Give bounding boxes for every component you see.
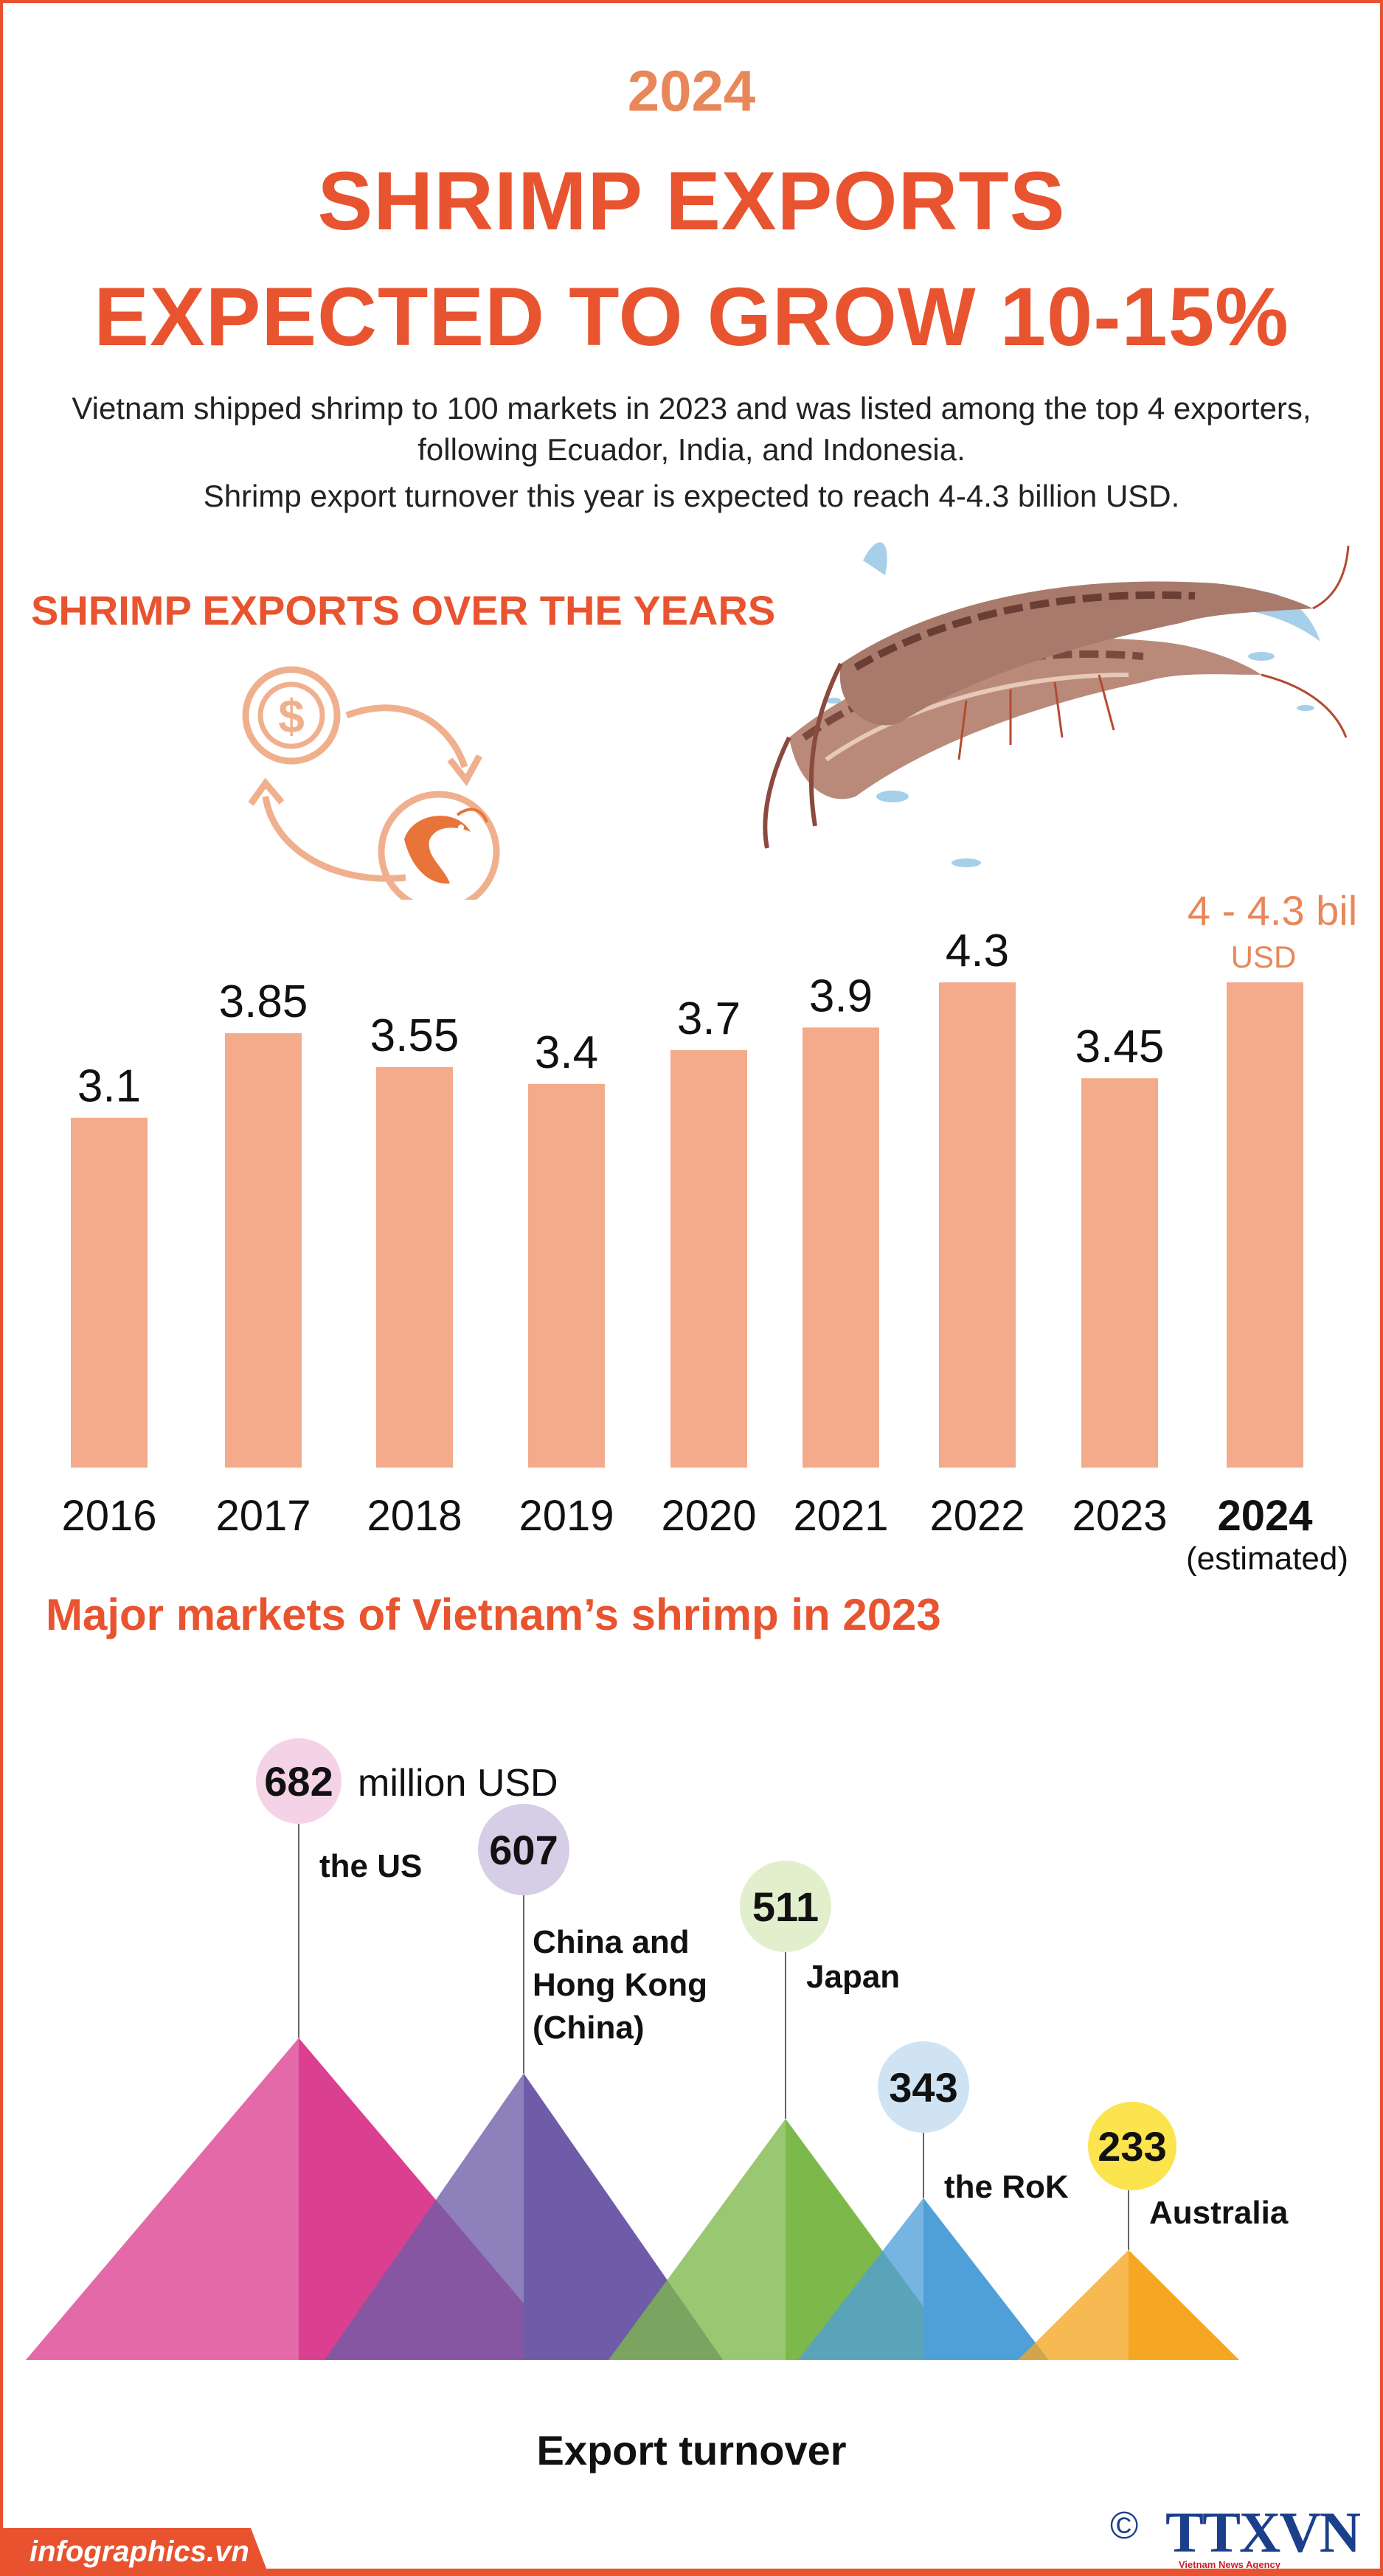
shrimp-icon: [378, 791, 500, 900]
intro-line2: following Ecuador, India, and Indonesia.: [417, 432, 966, 467]
value-circle-0: [256, 1738, 342, 1824]
tick-label-2018: 2018: [367, 1492, 462, 1540]
page-title-line2: EXPECTED TO GROW 10-15%: [94, 271, 1289, 363]
tick-label-2021: 2021: [793, 1492, 888, 1540]
tick-label-2020: 2020: [661, 1492, 756, 1540]
svg-text:$: $: [278, 690, 305, 743]
footer-bar: [0, 2528, 1383, 2576]
value-label-2019: 3.4: [535, 1027, 598, 1078]
value-label-2021: 3.9: [809, 971, 873, 1021]
bar-2020: [670, 1049, 747, 1468]
cycle-arrow-icon: $: [242, 666, 500, 900]
bar-2016: [71, 1117, 148, 1468]
agency-logo-subtitle: Vietnam News Agency: [1179, 2559, 1280, 2570]
intro-line3: Shrimp export turnover this year is expe…: [203, 479, 1180, 513]
bar-2019: [528, 1083, 605, 1468]
footer-site-link[interactable]: infographics.vn: [30, 2535, 249, 2568]
tick-label-2024: 2024: [1217, 1492, 1312, 1540]
bar-2021: [803, 1027, 879, 1468]
value-label-4: 233: [1098, 2123, 1166, 2170]
mountain-right-2: [786, 2118, 963, 2360]
mountain-left-4: [1018, 2249, 1129, 2360]
estimate-note: (estimated): [1186, 1541, 1348, 1577]
value-label-2017: 3.85: [219, 976, 308, 1027]
category-label-2: Japan: [806, 1959, 900, 1995]
bar-2018: [376, 1066, 453, 1468]
value-label-2023: 3.45: [1075, 1021, 1165, 1072]
page-title-line1: SHRIMP EXPORTS: [317, 155, 1066, 247]
agency-logo: TTXVN: [1165, 2500, 1361, 2564]
markets-chart: 682 the US 607 China and Hong Kong (China) 511…: [26, 1738, 1289, 2360]
category-label-3: the RoK: [944, 2169, 1069, 2205]
copyright-symbol: ©: [1110, 2504, 1139, 2547]
bar-2022: [939, 982, 1016, 1468]
value-circle-3: [878, 2041, 969, 2133]
tick-label-2022: 2022: [929, 1492, 1025, 1540]
value-unit-label: USD: [1231, 940, 1297, 974]
value-label-0: 682: [264, 1758, 333, 1805]
bar-2024: [1227, 982, 1303, 1468]
mountain-left-2: [609, 2118, 786, 2360]
value-circle-1: [478, 1804, 569, 1895]
value-label-2018: 3.55: [370, 1010, 460, 1061]
value-circle-4: [1088, 2102, 1176, 2190]
x-axis-label: Export turnover: [536, 2427, 847, 2473]
bar-2017: [225, 1032, 302, 1468]
mountain-right-3: [923, 2198, 1049, 2360]
header-year: 2024: [627, 58, 756, 123]
value-label-1: 607: [489, 1827, 558, 1873]
category-label-1: (China): [533, 2010, 645, 2046]
value-label-2016: 3.1: [77, 1061, 141, 1112]
unit-label: million USD: [358, 1762, 558, 1805]
mountain-right-4: [1129, 2249, 1239, 2360]
category-label-4: Australia: [1149, 2195, 1289, 2231]
category-label-1: China and: [533, 1924, 690, 1960]
tick-label-2017: 2017: [215, 1492, 311, 1540]
bar-chart-exports: 3.1 2016 3.85 2017 3.55 2018 3.4 2019 3.7 2020 3.9…: [61, 887, 1357, 1577]
mountain-left-0: [26, 2038, 299, 2360]
value-label-2024: 4 - 4.3 bil: [1188, 887, 1357, 934]
value-label-2: 511: [752, 1884, 819, 1930]
dollar-icon: $: [242, 666, 341, 765]
tick-label-2016: 2016: [61, 1492, 156, 1540]
value-label-3: 343: [889, 2064, 957, 2111]
intro-line1: Vietnam shipped shrimp to 100 markets in…: [72, 391, 1311, 426]
tick-label-2019: 2019: [519, 1492, 614, 1540]
tick-label-2023: 2023: [1072, 1492, 1167, 1540]
category-label-1: Hong Kong: [533, 1967, 707, 2003]
bar-2023: [1081, 1078, 1158, 1468]
value-label-2022: 4.3: [946, 926, 1009, 976]
shrimp-photo: [763, 542, 1350, 867]
section-title-markets: Major markets of Vietnam’s shrimp in 202…: [46, 1590, 941, 1639]
category-label-0: the US: [319, 1848, 422, 1884]
value-label-2020: 3.7: [677, 993, 741, 1044]
section-title-exports: SHRIMP EXPORTS OVER THE YEARS: [31, 587, 776, 633]
value-circle-2: [740, 1861, 831, 1952]
